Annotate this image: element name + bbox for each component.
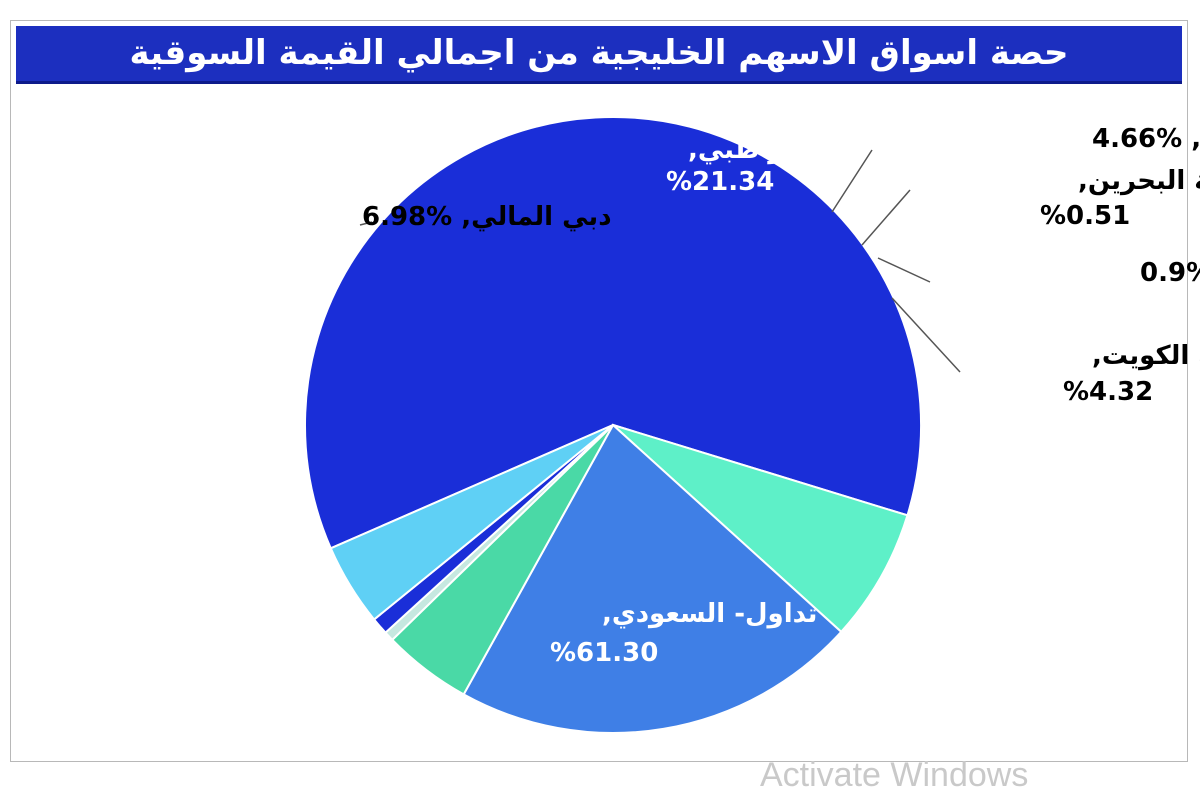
- pie-slice-1: [304, 116, 922, 550]
- slice-value-7: %4.32: [1063, 377, 1153, 407]
- pie-slice-3: [462, 423, 843, 734]
- leader-line-4: [831, 149, 873, 213]
- leader-line-6: [877, 257, 931, 283]
- leader-line-7: [891, 297, 961, 373]
- pie-slice-7: [329, 424, 614, 621]
- leader-line-5: [861, 189, 911, 246]
- slice-label-1: تداول- السعودي,: [602, 599, 817, 629]
- slice-label-2: دبي المالي, %6.98: [362, 202, 612, 232]
- slice-label-3: بورصة ابو ظبي,: [688, 135, 894, 165]
- chart-title-bar: حصة اسواق الاسهم الخليجية من اجمالي القي…: [16, 26, 1182, 128]
- slice-value-1: %61.30: [550, 638, 658, 668]
- slice-label-6: بورصة مسقط, %0.9: [1140, 258, 1200, 288]
- watermark: Activate Windows: [760, 756, 1029, 794]
- slice-label-4: بورصة قطر, %4.66: [1092, 124, 1200, 154]
- slice-value-3: %21.34: [666, 167, 774, 197]
- chart-title: حصة اسواق الاسهم الخليجية من اجمالي القي…: [129, 33, 1069, 128]
- leader-line-2: [359, 221, 373, 226]
- slice-label-7: بورصة الكويت,: [1092, 341, 1200, 371]
- slice-label-5: بورصة البحرين,: [1078, 166, 1200, 196]
- pie-slice-2: [612, 424, 909, 634]
- slice-value-5: %0.51: [1040, 201, 1130, 231]
